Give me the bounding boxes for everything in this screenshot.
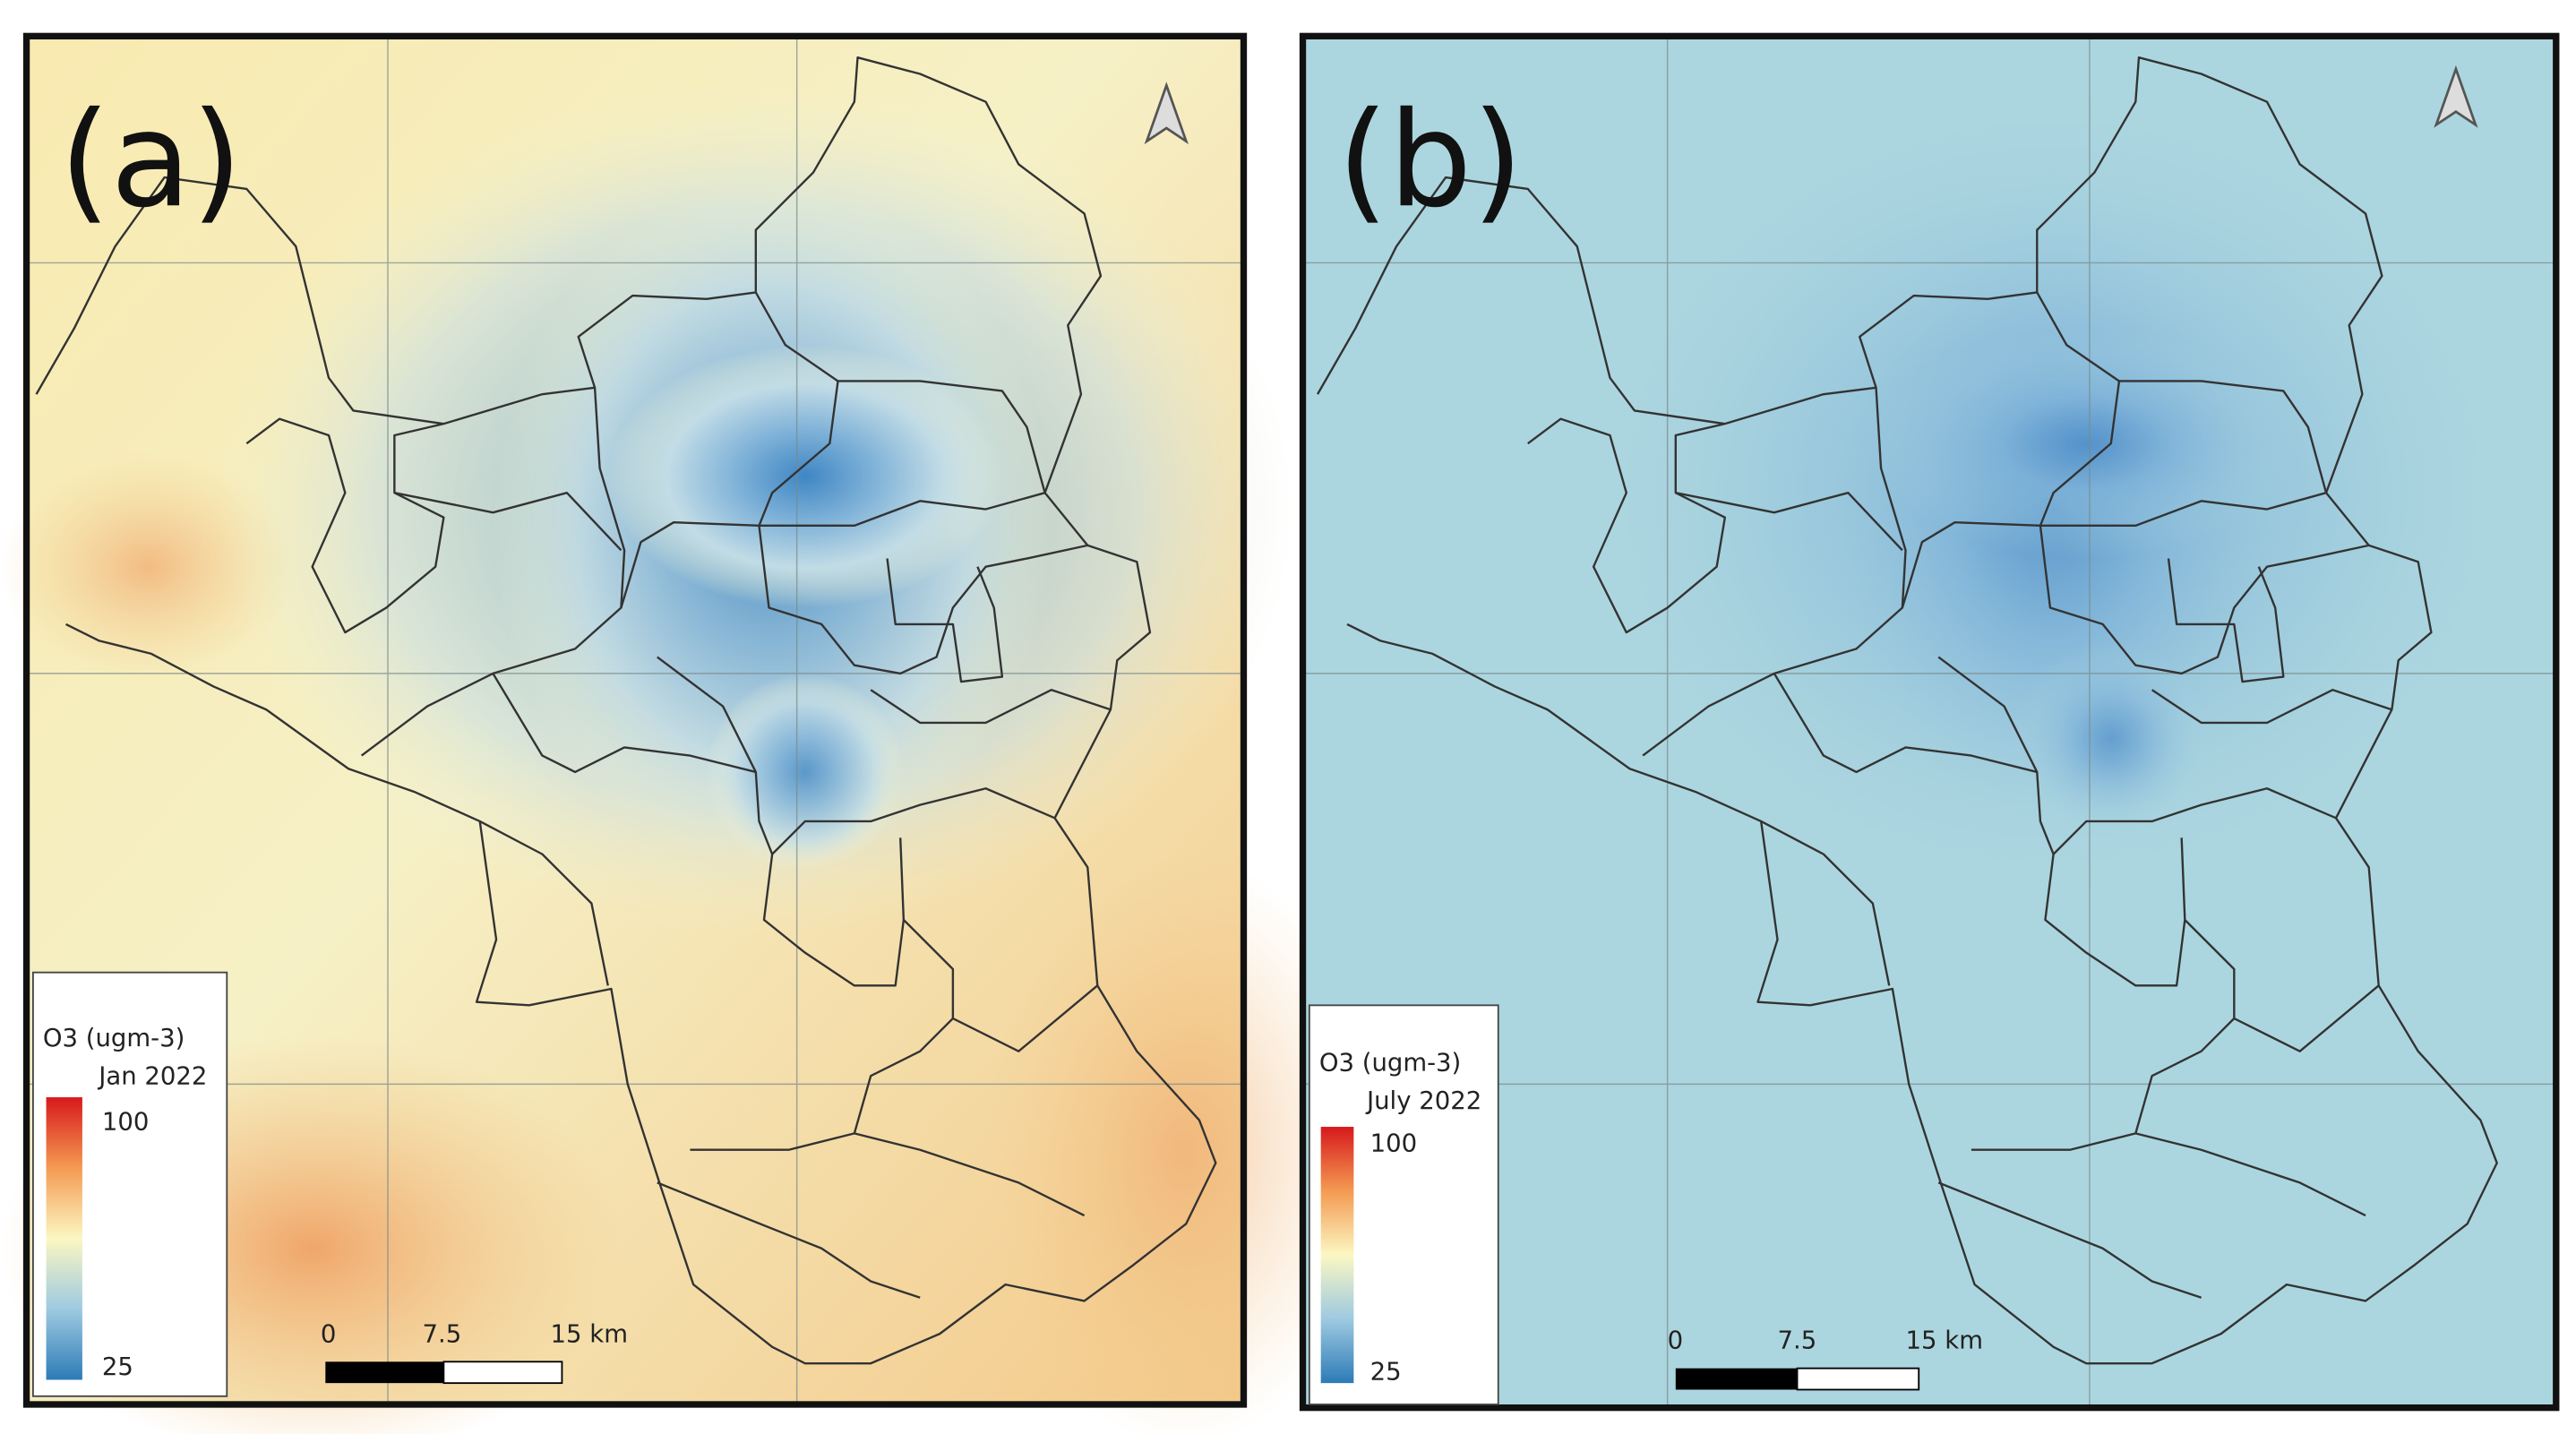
map-panel-a: (a) O3 (ugm-3) Jan 2022 100 25 0 7.5 15 … [0, 32, 1380, 1434]
scale-label: 15 km [1906, 1327, 1983, 1355]
legend-max: 100 [102, 1108, 150, 1137]
legend-max: 100 [1370, 1129, 1418, 1158]
legend-period: Jan 2022 [97, 1061, 207, 1090]
scale-label: 7.5 [1778, 1327, 1817, 1355]
panel-label: (b) [1337, 83, 1524, 236]
north-arrow [1144, 82, 1189, 145]
legend: O3 (ugm-3) July 2022 100 25 [1308, 1004, 1499, 1405]
legend-min: 25 [1370, 1357, 1402, 1386]
legend-period: July 2022 [1365, 1086, 1481, 1115]
panel-label: (a) [59, 83, 242, 236]
map-panel-b: (b) O3 (ugm-3) July 2022 100 25 0 7.5 15… [1299, 32, 2560, 1412]
scale-bar: 0 7.5 15 km [1668, 1327, 1983, 1391]
legend: O3 (ugm-3) Jan 2022 100 25 [31, 971, 228, 1397]
legend-min: 25 [102, 1352, 133, 1381]
scale-label: 15 km [551, 1319, 628, 1348]
legend-title: O3 (ugm-3) [43, 1024, 185, 1052]
scale-label: 0 [321, 1319, 337, 1348]
scale-label: 0 [1668, 1327, 1683, 1355]
scale-label: 7.5 [423, 1319, 462, 1348]
north-arrow [2434, 64, 2478, 128]
scale-bar: 0 7.5 15 km [321, 1319, 628, 1385]
legend-title: O3 (ugm-3) [1319, 1049, 1461, 1078]
